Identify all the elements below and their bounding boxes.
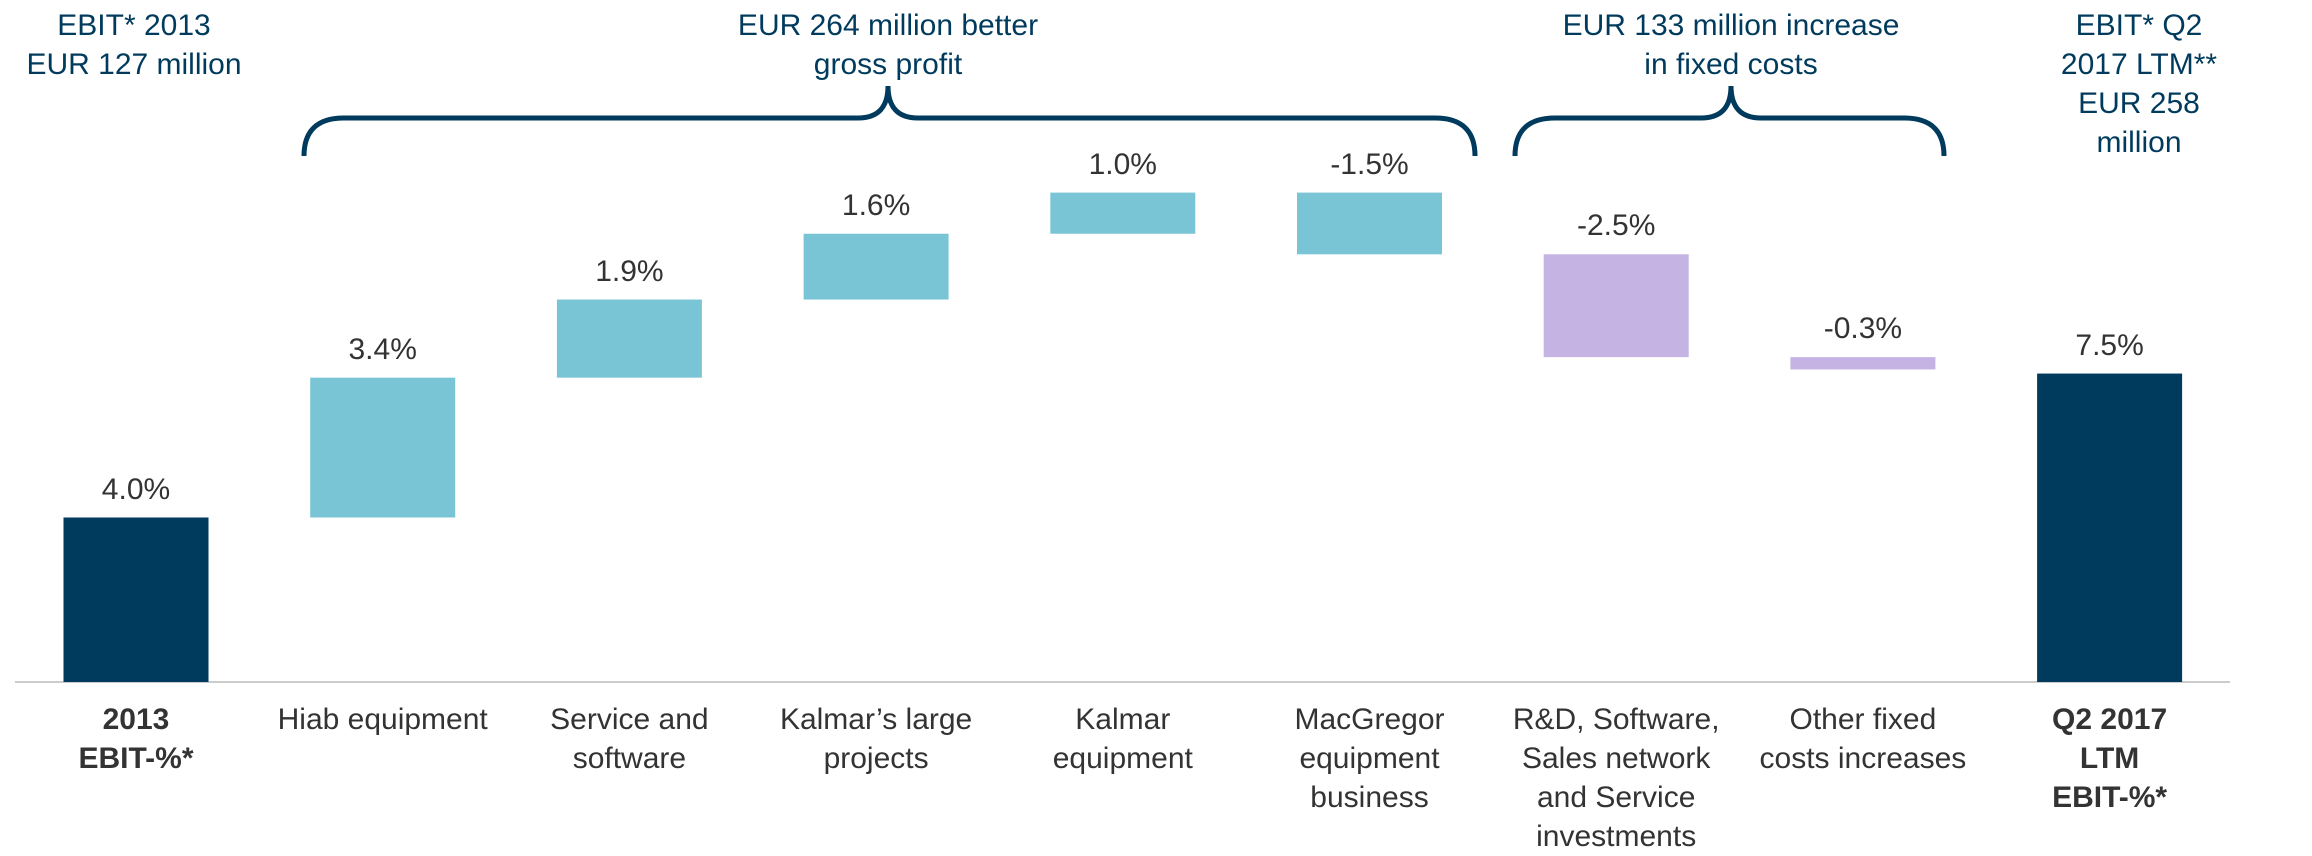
- annotation: EUR 133 million increase in fixed costs: [1562, 9, 1900, 81]
- value-label: -0.3%: [1823, 312, 1903, 346]
- bar: [63, 517, 209, 682]
- bar: [1790, 357, 1936, 370]
- bar: [310, 377, 456, 518]
- value-label: 7.5%: [2075, 328, 2144, 362]
- value-label: 1.6%: [841, 188, 911, 222]
- value-label: 1.9%: [595, 254, 664, 288]
- annotation: EBIT* 2013 EUR 127 million: [26, 9, 242, 81]
- value-label: 1.0%: [1088, 147, 1157, 181]
- value-label: -2.5%: [1577, 209, 1656, 243]
- annotation: EUR 264 million better gross profit: [737, 9, 1039, 81]
- x-tick-label: Q2 2017 LTM EBIT-%*: [2052, 703, 2168, 814]
- x-tick-label: MacGregor equipment business: [1294, 703, 1445, 814]
- value-label: -1.5%: [1330, 147, 1409, 181]
- value-label: 4.0%: [101, 472, 171, 506]
- bar: [1543, 254, 1689, 358]
- bar: [556, 299, 702, 378]
- x-tick-label: Kalmar equipment: [1052, 703, 1193, 775]
- bar: [1050, 192, 1196, 234]
- x-tick-label: Kalmar’s large projects: [779, 703, 973, 775]
- bar: [1297, 192, 1442, 255]
- value-label: 3.4%: [348, 332, 417, 366]
- x-tick-label: Service and software: [550, 703, 709, 775]
- brace: [301, 85, 1478, 157]
- bar: [2037, 373, 2183, 682]
- x-tick-label: Other fixed costs increases: [1759, 703, 1967, 775]
- brace: [1512, 85, 1947, 157]
- x-tick-label: 2013 EBIT-%*: [78, 703, 194, 775]
- x-tick-label: Hiab equipment: [277, 703, 488, 736]
- annotation: EBIT* Q2 2017 LTM** EUR 258 million: [2060, 9, 2218, 159]
- bar: [803, 233, 949, 300]
- x-tick-label: R&D, Software, Sales network and Service…: [1512, 703, 1720, 853]
